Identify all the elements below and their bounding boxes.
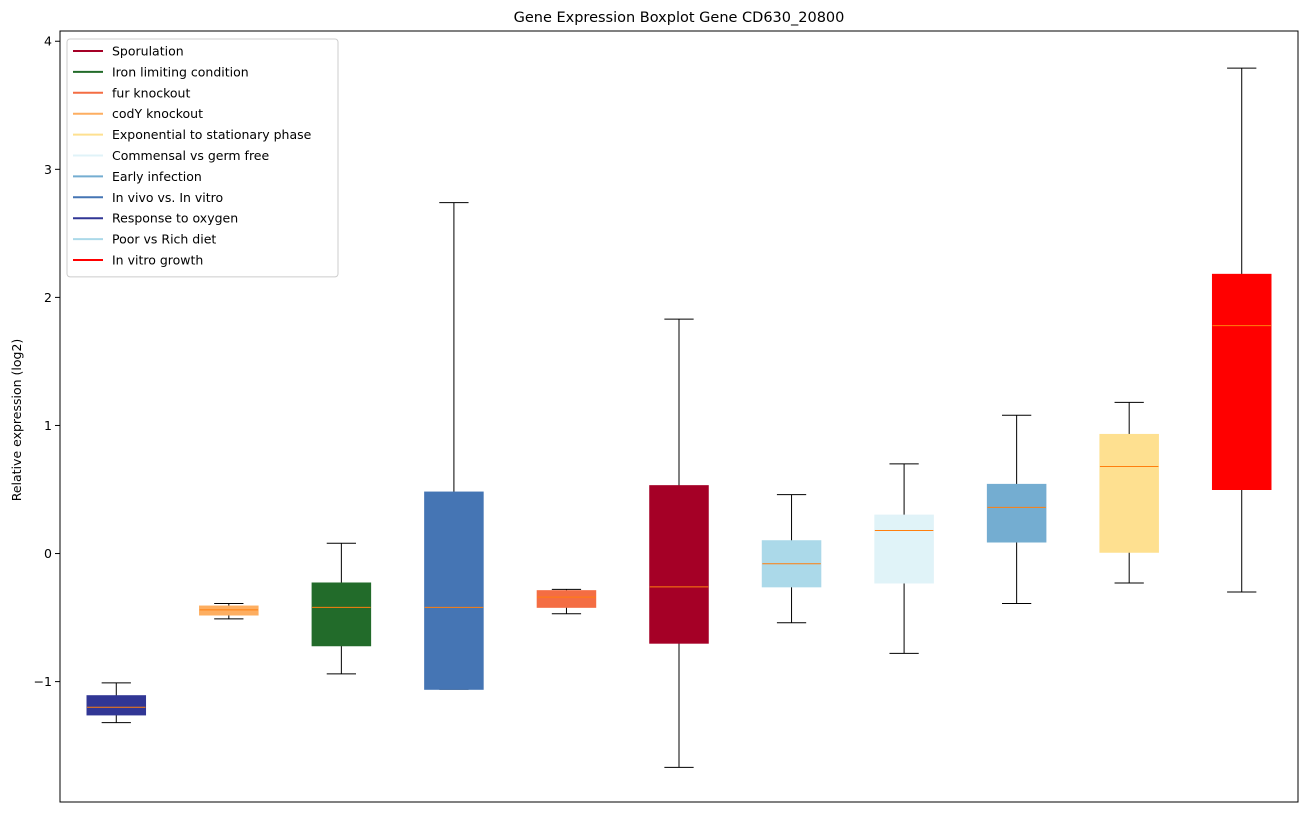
box-group — [649, 318, 709, 768]
box-body — [649, 485, 709, 644]
box-body — [86, 695, 147, 716]
legend-label: Sporulation — [112, 44, 184, 59]
box-group — [1211, 67, 1272, 593]
box-group — [199, 602, 259, 620]
box-group — [874, 463, 934, 654]
legend-label: Iron limiting condition — [112, 64, 249, 79]
box-body — [536, 590, 597, 608]
chart-title: Gene Expression Boxplot Gene CD630_20800 — [514, 10, 845, 26]
legend-label: In vitro growth — [112, 253, 203, 268]
legend-label: Exponential to stationary phase — [112, 127, 312, 142]
legend-label: fur knockout — [112, 85, 190, 100]
boxes-layer — [86, 67, 1272, 768]
legend: Sporulation Iron limiting condition fur kn… — [66, 38, 339, 278]
box-body — [1099, 433, 1159, 553]
legend-label: Response to oxygen — [112, 211, 238, 226]
box-group — [986, 414, 1047, 604]
box-group — [1099, 401, 1159, 584]
box-body — [986, 483, 1047, 543]
y-tick-label: 4 — [44, 34, 52, 49]
legend-frame — [66, 38, 339, 278]
legend-label: codY knockout — [112, 106, 203, 121]
legend-label: Poor vs Rich diet — [112, 232, 216, 247]
legend-label: Commensal vs germ free — [112, 148, 269, 163]
plot-frame — [59, 30, 1299, 803]
y-tick-label: 0 — [44, 546, 52, 561]
y-tick-label: 2 — [44, 290, 52, 305]
legend-label: Early infection — [112, 169, 202, 184]
box-body — [874, 514, 934, 584]
legend-label: In vivo vs. In vitro — [112, 190, 223, 205]
box-group — [86, 682, 147, 724]
y-axis: −1 0 1 2 3 4 — [34, 34, 60, 689]
box-body — [1211, 273, 1272, 491]
box-body — [424, 491, 484, 690]
box-group — [311, 542, 372, 675]
y-tick-label: −1 — [34, 674, 52, 689]
box-group — [536, 588, 597, 615]
box-body — [311, 582, 372, 647]
box-group — [761, 494, 822, 624]
y-axis-label: Relative expression (log2) — [9, 339, 24, 502]
box-group — [424, 202, 484, 690]
box-body — [199, 605, 259, 616]
y-tick-label: 1 — [44, 418, 52, 433]
y-tick-label: 3 — [44, 162, 52, 177]
